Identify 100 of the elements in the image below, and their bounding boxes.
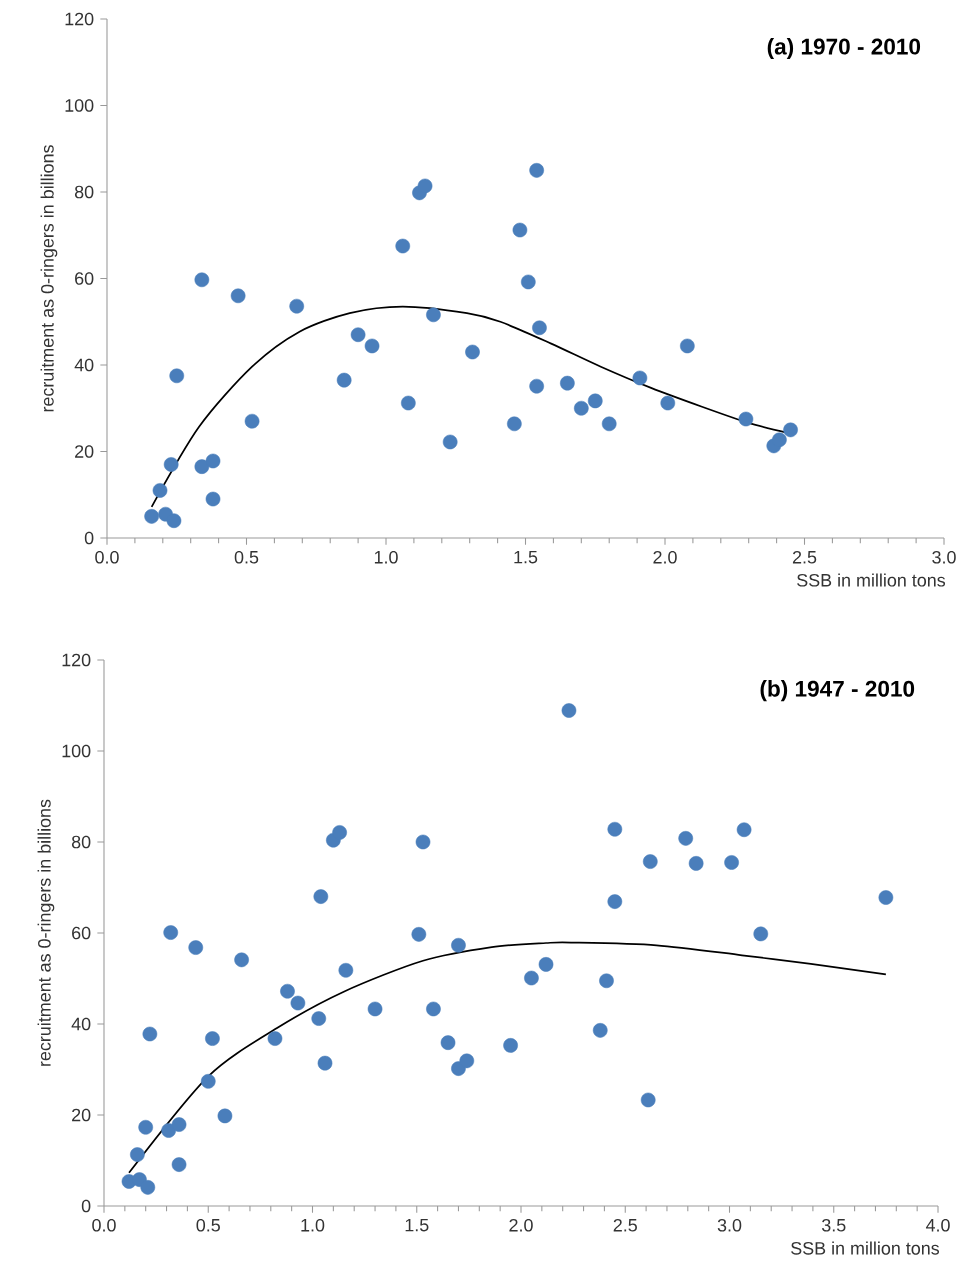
x-tick-label: 4.0 [925,1218,950,1232]
point [607,894,623,909]
point [138,1119,154,1135]
point [230,288,246,304]
x-tick-label: 1.0 [374,550,398,564]
point [459,1053,475,1069]
point [317,1055,333,1071]
point [200,1074,216,1089]
point [442,434,458,450]
point [507,416,522,432]
x-tick-label: 3.0 [932,550,956,564]
point [783,422,798,438]
point [592,1023,608,1038]
point [166,513,182,528]
y-axis-title: recruitment as 0-ringers in billions [40,145,58,412]
point [772,432,787,448]
point [878,890,894,905]
point [532,320,547,336]
x-tick-label: 3.0 [717,1218,742,1232]
point [601,416,617,432]
point [607,821,623,837]
point [440,1035,456,1050]
y-tick-label: 120 [62,653,91,667]
point [560,375,575,391]
y-tick-label: 20 [75,445,94,458]
point [512,222,528,238]
point [313,889,329,904]
point [561,703,577,718]
point [336,372,352,388]
y-tick-label: 80 [74,185,94,199]
x-tick-label: 2.0 [653,550,677,564]
point [169,368,185,384]
point [395,238,411,254]
point [538,957,554,972]
point [724,855,739,870]
text: (a) 1970 - 2010 [767,38,921,60]
y-tick-label: 40 [74,358,94,372]
point [140,1180,156,1195]
point [188,940,204,955]
point [163,925,179,940]
point [587,393,603,409]
point [280,983,295,999]
x-tick-label: 1.5 [514,550,538,564]
point [152,483,168,498]
point [130,1147,145,1162]
point [338,963,354,978]
point [142,1026,158,1042]
y-tick-label: 80 [71,835,91,849]
point [171,1157,187,1172]
point [642,854,658,869]
x-tick-label: 3.5 [821,1218,846,1232]
point [364,338,380,354]
point [411,927,427,942]
point [417,178,433,194]
x-tick-label: 2.0 [509,1218,533,1232]
point [678,831,694,846]
point [451,937,466,953]
point [632,370,648,386]
point [426,1001,441,1017]
point [350,327,366,343]
y-tick-label: 0 [84,531,94,545]
y-tick-label: 0 [81,1199,91,1213]
point [660,395,676,411]
point [599,973,614,989]
x-tick-label: 1.0 [301,1218,325,1232]
point [144,509,159,524]
text: (b) 1947 - 2010 [760,680,915,702]
point [205,453,221,469]
point [401,395,416,411]
point [194,459,210,474]
point [736,822,752,838]
x-tick-label: 0.0 [95,550,119,564]
x-tick-label: 2.5 [613,1218,637,1232]
point [217,1108,233,1124]
point [688,856,704,871]
y-tick-label: 20 [72,1108,91,1122]
point [367,1001,383,1017]
y-tick-label: 100 [65,99,94,112]
point [415,834,431,850]
x-tick-label: 0.5 [234,550,259,564]
x-axis-title: SSB in million tons [791,1241,940,1255]
point [244,413,260,429]
point [524,970,539,986]
x-tick-label: 0.5 [196,1218,220,1232]
point [205,1031,220,1046]
point [529,378,544,394]
point [640,1092,656,1108]
x-tick-label: 1.5 [405,1218,429,1232]
point [503,1038,518,1053]
point [289,298,305,314]
point [465,344,480,360]
point [311,1011,327,1026]
point [290,995,306,1011]
point [753,926,769,942]
point [738,411,754,427]
point [680,338,695,354]
point [171,1117,187,1132]
y-tick-label: 60 [72,926,91,940]
x-axis-title: SSB in million tons [797,573,946,587]
point [529,163,544,178]
